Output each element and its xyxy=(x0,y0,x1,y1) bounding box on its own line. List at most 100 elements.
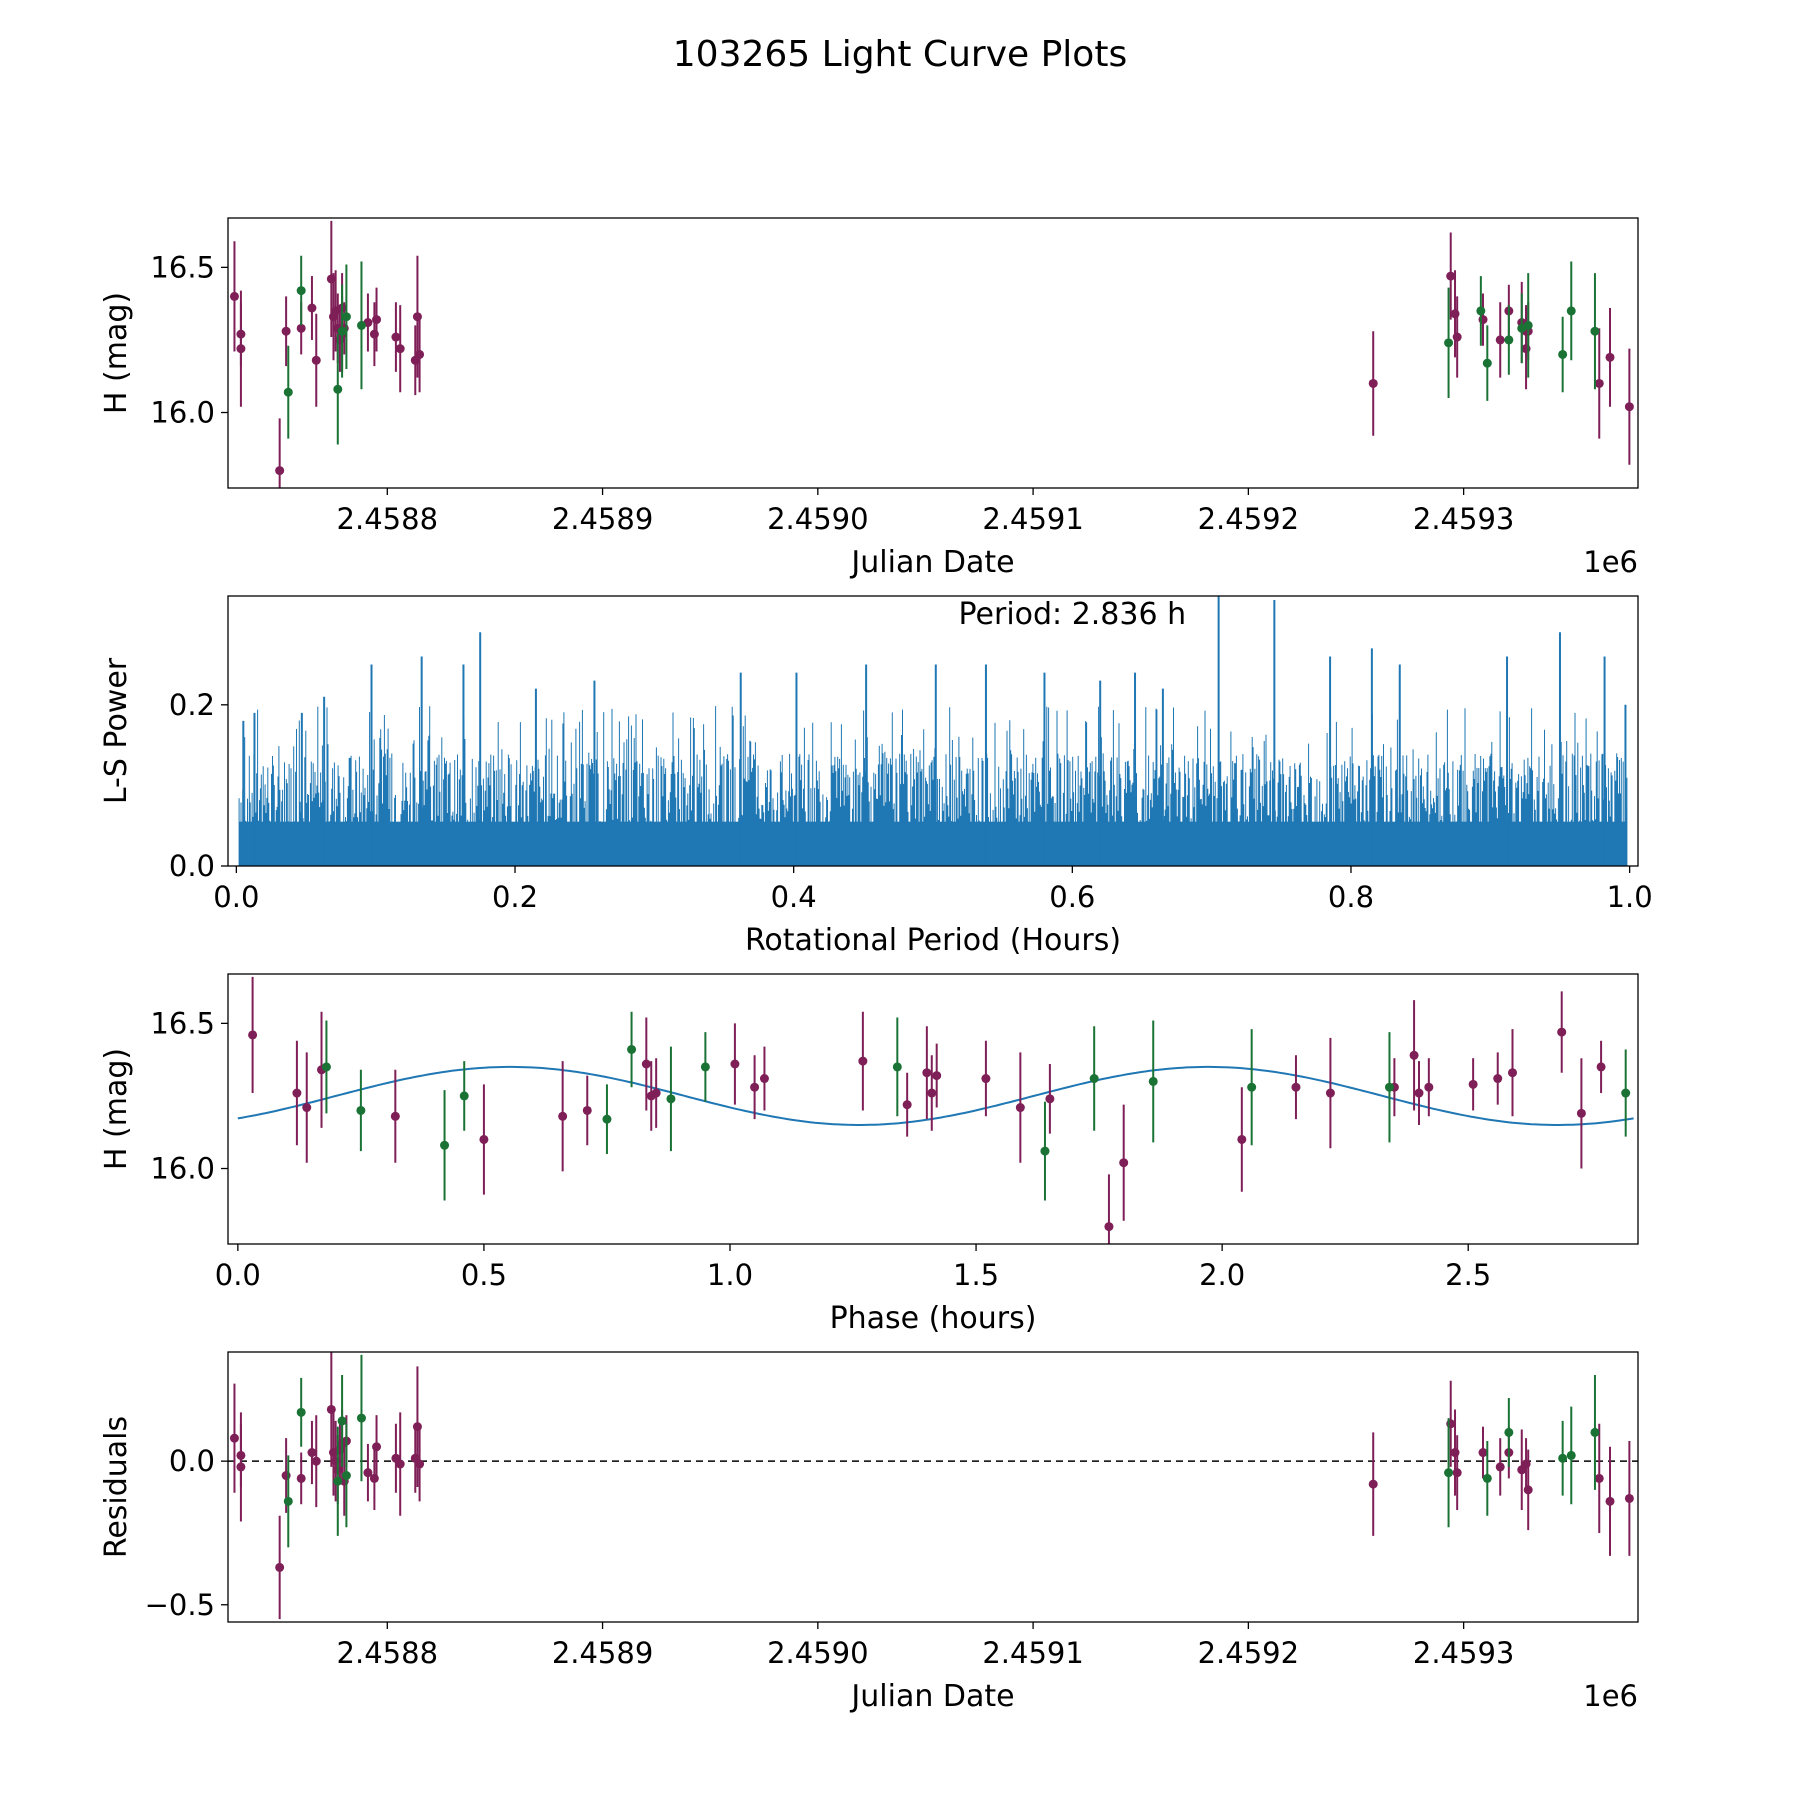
red-point-37 xyxy=(1624,402,1634,412)
x-tick-label: 1.0 xyxy=(1607,880,1653,914)
axes-frame xyxy=(227,217,1639,489)
y-tick-label: 0.0 xyxy=(169,1444,215,1478)
red-point-2 xyxy=(302,1103,312,1113)
red-point-0 xyxy=(229,291,239,301)
green-point-3 xyxy=(337,1416,347,1426)
green-point-4 xyxy=(341,312,351,322)
green-point-12 xyxy=(1558,349,1568,359)
x-tick-label: 2.4590 xyxy=(767,502,868,536)
x-tick-label: 2.4588 xyxy=(337,502,438,536)
green-point-9 xyxy=(1558,1453,1568,1463)
red-point-33 xyxy=(1523,1485,1533,1495)
red-point-4 xyxy=(390,1111,400,1121)
green-point-5 xyxy=(356,1413,366,1423)
y-axis-label: H (mag) xyxy=(99,1048,134,1170)
red-point-16 xyxy=(363,1468,373,1478)
red-point-7 xyxy=(311,1456,321,1466)
green-point-1 xyxy=(356,1105,366,1115)
red-point-24 xyxy=(1368,378,1378,388)
x-tick-label: 0.5 xyxy=(461,1258,507,1292)
y-tick-label: 16.0 xyxy=(150,1152,215,1186)
red-point-23 xyxy=(1119,1158,1129,1168)
green-point-6 xyxy=(666,1094,676,1104)
x-offset-text: 1e6 xyxy=(1583,1679,1638,1713)
green-point-0 xyxy=(321,1062,331,1072)
red-point-32 xyxy=(1493,1074,1503,1084)
green-point-14 xyxy=(1621,1088,1631,1098)
plot-area xyxy=(237,976,1634,1244)
red-point-28 xyxy=(1478,1448,1488,1458)
green-point-7 xyxy=(1482,1473,1492,1483)
red-point-18 xyxy=(372,1442,382,1452)
green-point-14 xyxy=(1590,326,1600,336)
x-tick-label: 2.4592 xyxy=(1198,1636,1299,1670)
x-axis-label: Julian Date xyxy=(849,545,1014,580)
x-tick-label: 0.6 xyxy=(1049,880,1095,914)
x-tick-label: 2.4591 xyxy=(982,502,1083,536)
red-point-19 xyxy=(391,332,401,342)
x-tick-label: 1.0 xyxy=(707,1258,753,1292)
y-axis-label: L-S Power xyxy=(99,657,134,804)
red-point-19 xyxy=(981,1074,991,1084)
plot-area xyxy=(238,596,1628,866)
green-point-2 xyxy=(333,384,343,394)
red-point-24 xyxy=(1237,1134,1247,1144)
green-point-1 xyxy=(296,1407,306,1417)
x-tick-label: 2.4593 xyxy=(1413,1636,1514,1670)
green-point-0 xyxy=(283,1496,293,1506)
x-axis-label: Phase (hours) xyxy=(830,1301,1037,1336)
x-tick-label: 2.4589 xyxy=(552,1636,653,1670)
subplot-residuals: 2.4588 2.4589 2.4590 2.4591 2.4592 2.4593 −0.5… xyxy=(99,1351,1639,1714)
red-point-2 xyxy=(236,1462,246,1472)
red-point-11 xyxy=(730,1059,740,1069)
axes-frame xyxy=(227,595,1639,867)
red-point-22 xyxy=(1104,1222,1114,1232)
x-tick-label: 2.0 xyxy=(1199,1258,1245,1292)
plot-area xyxy=(228,1352,1638,1620)
red-point-3 xyxy=(275,466,285,476)
red-point-20 xyxy=(395,1459,405,1469)
red-point-18 xyxy=(369,329,379,339)
red-point-33 xyxy=(1508,1068,1518,1078)
red-point-30 xyxy=(1424,1082,1434,1092)
green-point-3 xyxy=(459,1091,469,1101)
red-point-35 xyxy=(1594,378,1604,388)
y-tick-label: 0.0 xyxy=(169,849,215,883)
green-point-3 xyxy=(337,326,347,336)
red-point-5 xyxy=(296,1473,306,1483)
red-point-29 xyxy=(1495,1462,1505,1472)
red-point-13 xyxy=(759,1074,769,1084)
x-tick-label: 1.5 xyxy=(953,1258,999,1292)
x-tick-label: 2.4589 xyxy=(552,502,653,536)
green-point-11 xyxy=(1523,320,1533,330)
red-point-34 xyxy=(1594,1473,1604,1483)
red-point-23 xyxy=(415,1459,425,1469)
red-point-10 xyxy=(651,1088,661,1098)
red-point-7 xyxy=(311,355,321,365)
green-point-5 xyxy=(627,1044,637,1054)
x-tick-label: 2.5 xyxy=(1445,1258,1491,1292)
red-point-35 xyxy=(1576,1108,1586,1118)
red-point-6 xyxy=(307,1448,317,1458)
axes-frame xyxy=(227,1351,1639,1623)
subplots: 2.4588 2.4589 2.4590 2.4591 2.4592 2.4593 16.0… xyxy=(99,217,1653,1714)
red-point-36 xyxy=(1624,1493,1634,1503)
axes-frame xyxy=(227,973,1639,1245)
green-point-10 xyxy=(1089,1074,1099,1084)
x-tick-label: 0.8 xyxy=(1328,880,1374,914)
red-point-31 xyxy=(1468,1079,1478,1089)
green-point-7 xyxy=(1476,306,1486,316)
green-point-8 xyxy=(1482,358,1492,368)
red-point-20 xyxy=(395,344,405,354)
red-point-2 xyxy=(236,344,246,354)
red-point-6 xyxy=(558,1111,568,1121)
red-point-1 xyxy=(292,1088,302,1098)
x-tick-label: 2.4591 xyxy=(982,1636,1083,1670)
plot-area xyxy=(229,220,1634,488)
green-point-8 xyxy=(1504,1427,1514,1437)
fit-curve xyxy=(237,1065,1634,1126)
y-axis-label: Residuals xyxy=(99,1416,134,1558)
green-point-4 xyxy=(602,1114,612,1124)
green-point-12 xyxy=(1247,1082,1257,1092)
